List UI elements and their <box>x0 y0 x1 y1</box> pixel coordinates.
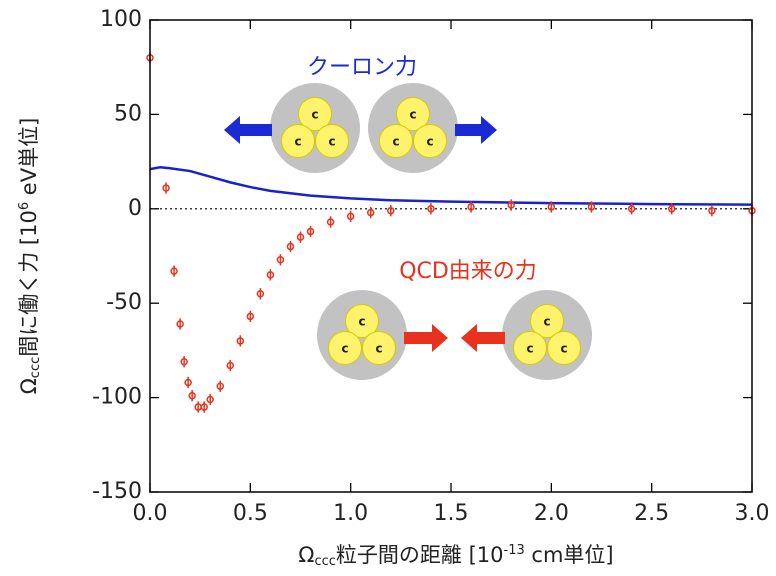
x-tick-label: 2.5 <box>634 501 669 526</box>
x-axis-label-part: ccc <box>314 554 335 569</box>
quark-label: c <box>426 135 433 149</box>
quark-label: c <box>311 108 318 122</box>
x-axis-label-part: -13 <box>504 543 525 558</box>
x-tick-label: 1.0 <box>333 501 368 526</box>
data-point <box>207 394 213 405</box>
data-point <box>277 254 283 265</box>
y-tick-label: -50 <box>106 290 142 315</box>
chart: -150-100-500501000.00.51.01.52.02.53.0Ωc… <box>0 0 776 576</box>
annotation: クーロン力 <box>307 55 417 80</box>
y-tick-label: 0 <box>128 196 142 221</box>
data-point <box>237 335 243 346</box>
data-point <box>163 182 169 193</box>
quark-label: c <box>341 342 348 356</box>
data-point <box>247 311 253 322</box>
data-point <box>185 377 191 388</box>
x-tick-label: 2.0 <box>534 501 569 526</box>
quark-label: c <box>526 342 533 356</box>
y-tick-label: 100 <box>100 7 142 32</box>
x-tick-label: 1.5 <box>434 501 469 526</box>
arrow <box>455 116 497 144</box>
quark-label: c <box>294 135 301 149</box>
y-axis-label-part: eV単位] <box>17 118 41 202</box>
quark-label: c <box>375 342 382 356</box>
y-axis-label-part: 6 <box>17 202 32 210</box>
quark-label: c <box>358 315 365 329</box>
data-point <box>428 203 434 214</box>
x-axis-label: Ωccc粒子間の距離 [10-13 cm単位] <box>298 543 613 569</box>
data-point <box>348 211 354 222</box>
data-point <box>217 381 223 392</box>
quark-label: c <box>543 315 550 329</box>
x-axis-label-part: 粒子間の距離 [10 <box>336 543 504 567</box>
y-axis-label-part: 間に働く力 [10 <box>17 210 41 357</box>
data-point <box>201 401 207 412</box>
x-axis-label-part: cm単位] <box>525 543 614 567</box>
data-point <box>227 360 233 371</box>
data-point <box>267 269 273 280</box>
data-point <box>195 401 201 412</box>
data-point <box>368 207 374 218</box>
data-point <box>189 390 195 401</box>
data-point <box>308 226 314 237</box>
data-point <box>171 265 177 276</box>
arrow <box>404 324 448 352</box>
arrow <box>461 324 505 352</box>
line <box>150 167 752 204</box>
quark-label: c <box>409 108 416 122</box>
y-axis-label-part: ccc <box>28 357 43 378</box>
data-point <box>287 241 293 252</box>
data-point <box>257 288 263 299</box>
y-tick-label: -100 <box>92 385 142 410</box>
data-point <box>298 231 304 242</box>
x-tick-label: 0.0 <box>133 501 168 526</box>
y-tick-label: 50 <box>114 101 142 126</box>
particle: ccc <box>502 290 592 380</box>
x-tick-label: 0.5 <box>233 501 268 526</box>
quark-label: c <box>392 135 399 149</box>
data-point <box>388 205 394 216</box>
arrow <box>224 116 272 144</box>
annotation: QCD由来の力 <box>399 259 537 284</box>
data-point <box>709 205 715 216</box>
plot-frame <box>150 20 752 492</box>
data-point <box>508 199 514 210</box>
data-point <box>181 356 187 367</box>
x-axis-label-part: Ω <box>298 543 314 567</box>
data-point <box>177 318 183 329</box>
quark-label: c <box>328 135 335 149</box>
quark-label: c <box>560 342 567 356</box>
x-tick-label: 3.0 <box>735 501 770 526</box>
y-axis-label-part: Ω <box>17 378 41 394</box>
y-axis-label: Ωccc間に働く力 [106 eV単位] <box>17 118 43 395</box>
data-point <box>328 216 334 227</box>
